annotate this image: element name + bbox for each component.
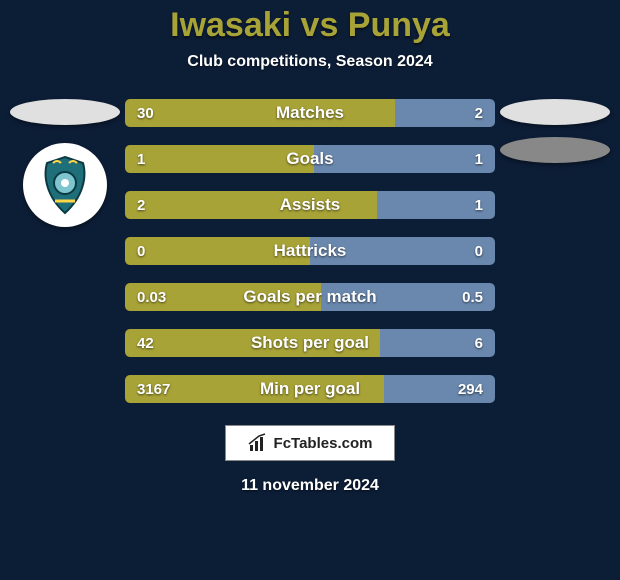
right-player-ellipse-2: [500, 137, 610, 163]
main-row: 302Matches 11Goals 21Assists 00Hattricks 0.0…: [0, 99, 620, 403]
stat-bar: 11Goals: [125, 145, 495, 173]
club-badge: [23, 143, 107, 227]
stat-label: Goals per match: [125, 283, 495, 311]
club-crest-icon: [33, 153, 97, 217]
stat-bar: 302Matches: [125, 99, 495, 127]
content-root: Iwasaki vs Punya Club competitions, Seas…: [0, 0, 620, 580]
stat-label: Min per goal: [125, 375, 495, 403]
stat-label: Hattricks: [125, 237, 495, 265]
footer-logo[interactable]: FcTables.com: [225, 425, 395, 461]
stats-bars: 302Matches 11Goals 21Assists 00Hattricks 0.0…: [125, 99, 495, 403]
footer-date: 11 november 2024: [241, 477, 379, 495]
right-player-ellipse-1: [500, 99, 610, 125]
chart-icon: [248, 433, 268, 453]
stat-bar: 00Hattricks: [125, 237, 495, 265]
page-subtitle: Club competitions, Season 2024: [187, 53, 432, 71]
stat-bar: 3167294Min per goal: [125, 375, 495, 403]
stat-bar: 21Assists: [125, 191, 495, 219]
left-player-ellipse: [10, 99, 120, 125]
stat-bar: 426Shots per goal: [125, 329, 495, 357]
stat-bar: 0.030.5Goals per match: [125, 283, 495, 311]
stat-label: Matches: [125, 99, 495, 127]
footer-logo-text: FcTables.com: [274, 435, 373, 452]
stat-label: Assists: [125, 191, 495, 219]
right-side: [495, 99, 615, 403]
stat-label: Shots per goal: [125, 329, 495, 357]
page-title: Iwasaki vs Punya: [170, 6, 450, 45]
left-side: [5, 99, 125, 403]
stat-label: Goals: [125, 145, 495, 173]
